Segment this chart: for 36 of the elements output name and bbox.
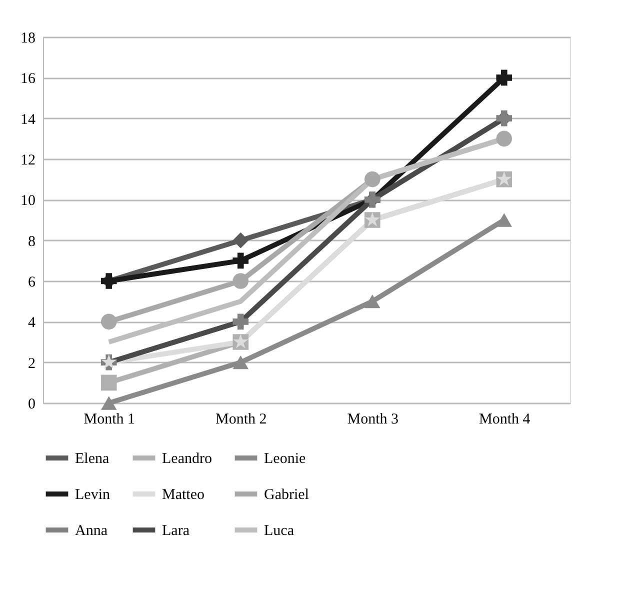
legend-label: Lara bbox=[162, 523, 190, 539]
point bbox=[232, 252, 249, 269]
x-tick-label: Month 2 bbox=[215, 412, 267, 428]
point bbox=[100, 396, 117, 410]
legend-label: Gabriel bbox=[264, 487, 309, 503]
legend-label: Elena bbox=[75, 451, 110, 467]
legend-label: Matteo bbox=[162, 487, 204, 503]
y-tick-label: 0 bbox=[28, 396, 36, 412]
y-tick-label: 6 bbox=[28, 274, 36, 290]
y-tick-label: 4 bbox=[28, 315, 36, 332]
x-tick-label: Month 4 bbox=[478, 412, 531, 428]
legend-label: Levin bbox=[75, 487, 110, 503]
y-tick-label: 14 bbox=[20, 112, 36, 128]
x-tick-label: Month 1 bbox=[84, 412, 136, 428]
point bbox=[496, 70, 512, 86]
y-tick-label: 10 bbox=[20, 193, 36, 210]
point bbox=[232, 273, 249, 289]
y-tick-label: 18 bbox=[20, 30, 36, 46]
x-tick-label: Month 3 bbox=[347, 412, 399, 428]
point bbox=[100, 374, 117, 391]
legend-label: Anna bbox=[75, 523, 108, 539]
point bbox=[100, 314, 117, 330]
y-tick-label: 2 bbox=[28, 356, 36, 372]
point bbox=[364, 171, 380, 188]
y-tick-label: 12 bbox=[20, 152, 36, 168]
point bbox=[232, 232, 249, 248]
point bbox=[364, 294, 380, 308]
y-tick-label: 8 bbox=[28, 234, 36, 250]
legend-label: Leonie bbox=[264, 451, 306, 467]
point bbox=[496, 213, 512, 227]
point bbox=[496, 130, 512, 147]
legend-label: Leandro bbox=[162, 451, 212, 467]
point bbox=[232, 314, 249, 330]
y-tick-label: 16 bbox=[20, 71, 36, 88]
legend-label: Luca bbox=[264, 523, 294, 539]
point bbox=[232, 355, 249, 370]
